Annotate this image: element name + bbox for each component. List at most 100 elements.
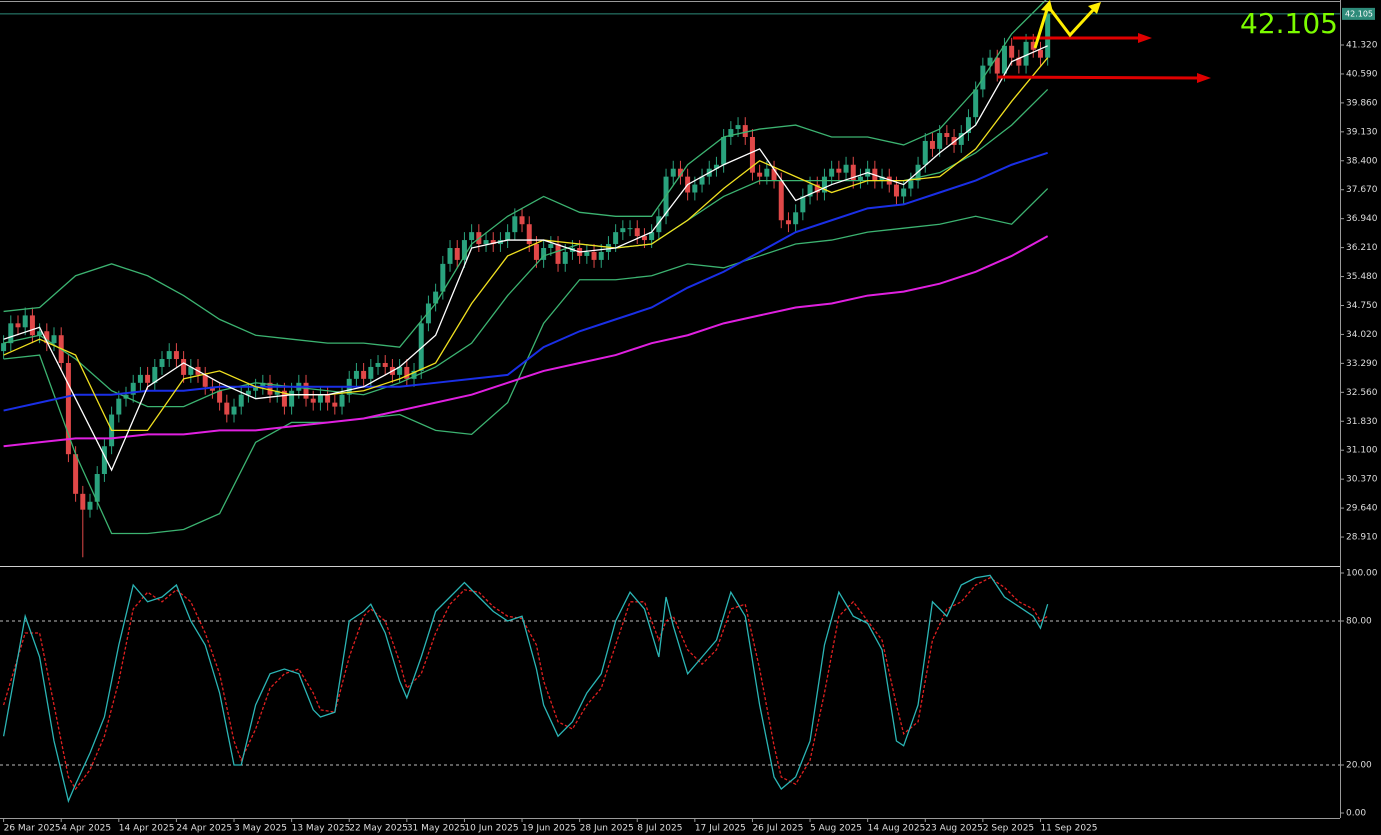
- candle-body: [173, 351, 179, 360]
- candle-body: [260, 382, 266, 387]
- x-tick-label: 8 Jul 2025: [637, 824, 682, 834]
- candle-body: [231, 406, 237, 415]
- candle-body: [965, 117, 971, 134]
- candle-body: [267, 382, 273, 395]
- candle-body: [87, 501, 93, 510]
- candle-body: [836, 168, 842, 173]
- indicator-line: [3, 57, 1049, 432]
- candle-body: [929, 140, 935, 149]
- candle-body: [958, 133, 964, 145]
- y-tick-label: 41.320: [1346, 41, 1378, 51]
- candle-body: [778, 180, 784, 221]
- candle-body: [634, 228, 640, 237]
- candle-body: [1045, 13, 1051, 58]
- candle-body: [238, 394, 244, 407]
- candle-body: [613, 232, 619, 245]
- candle-body: [382, 362, 388, 367]
- candle-body: [1030, 41, 1036, 50]
- arrow-head: [1041, 0, 1053, 12]
- y-tick-label: 30.370: [1346, 475, 1378, 485]
- candle-body: [620, 228, 626, 233]
- candle-body: [800, 196, 806, 213]
- y-tick-label: 29.640: [1346, 504, 1378, 514]
- candle-body: [814, 184, 820, 193]
- candle-body: [8, 323, 14, 344]
- candle-body: [764, 168, 770, 177]
- x-tick-label: 11 Sep 2025: [1040, 824, 1097, 834]
- y-tick-label: 36.940: [1346, 214, 1378, 224]
- y-tick-label: 20.00: [1346, 761, 1372, 771]
- candle-body: [677, 168, 683, 177]
- x-tick-label: 14 Aug 2025: [868, 824, 926, 834]
- candle-body: [879, 176, 885, 181]
- x-tick-label: 26 Mar 2025: [4, 824, 61, 834]
- candle-body: [202, 374, 208, 387]
- candle-body: [65, 362, 71, 455]
- candle-body: [289, 390, 295, 407]
- candle-body: [807, 184, 813, 197]
- x-tick-label: 13 May 2025: [292, 824, 351, 834]
- candle-body: [1001, 45, 1007, 74]
- candle-body: [649, 232, 655, 241]
- candle-body: [469, 232, 475, 241]
- indicator-line: [3, 235, 1049, 448]
- arrow-head: [1197, 73, 1211, 83]
- price-panel: [0, 0, 1340, 558]
- candle-body: [224, 402, 230, 415]
- candle-body: [80, 493, 86, 510]
- x-tick-label: 31 May 2025: [407, 824, 466, 834]
- y-tick-label: 39.860: [1346, 98, 1378, 108]
- x-tick-label: 28 Jun 2025: [580, 824, 634, 834]
- candle-body: [562, 251, 568, 264]
- candle-body: [757, 172, 763, 177]
- candle-body: [253, 386, 259, 391]
- candle-body: [51, 335, 57, 344]
- current-price-badge: [1342, 7, 1375, 20]
- indicator-line: [3, 188, 1049, 535]
- candle-body: [713, 164, 719, 169]
- x-tick-label: 2 Sep 2025: [983, 824, 1034, 834]
- x-tick-label: 3 May 2025: [234, 824, 287, 834]
- candle-body: [994, 57, 1000, 74]
- candle-body: [44, 331, 50, 344]
- candle-body: [922, 140, 928, 165]
- candle-body: [325, 394, 331, 403]
- y-tick-label: 34.020: [1346, 330, 1378, 340]
- candle-body: [692, 184, 698, 193]
- candle-body: [771, 168, 777, 181]
- current-price-big: 42.105: [1240, 7, 1338, 40]
- candle-body: [821, 176, 827, 193]
- x-tick-label: 24 Apr 2025: [176, 824, 232, 834]
- y-tick-label: 33.290: [1346, 359, 1378, 369]
- candle-body: [1009, 45, 1015, 58]
- candle-body: [245, 390, 251, 395]
- candle-body: [893, 184, 899, 197]
- candle-body: [728, 129, 734, 137]
- candle-body: [829, 168, 835, 177]
- y-tick-label: 31.830: [1346, 417, 1378, 427]
- candle-body: [721, 136, 727, 165]
- candle-body: [368, 366, 374, 379]
- candle-body: [339, 394, 345, 407]
- candle-body: [281, 390, 287, 407]
- y-tick-label: 37.670: [1346, 185, 1378, 195]
- y-tick-label: 80.00: [1346, 616, 1372, 626]
- candle-body: [519, 216, 525, 225]
- y-tick-label: 31.100: [1346, 446, 1378, 456]
- candle-body: [209, 386, 215, 391]
- candle-body: [137, 374, 143, 383]
- candle-body: [94, 474, 100, 502]
- candle-body: [627, 228, 633, 230]
- candle-body: [505, 232, 511, 241]
- candle-body: [699, 176, 705, 185]
- candle-body: [944, 133, 950, 137]
- candle-body: [29, 315, 35, 336]
- candle-body: [130, 382, 136, 395]
- candle-body: [793, 212, 799, 225]
- candle-body: [181, 359, 187, 375]
- candle-body: [440, 263, 446, 292]
- candle-body: [937, 133, 943, 149]
- indicator-line: [2, 574, 1049, 804]
